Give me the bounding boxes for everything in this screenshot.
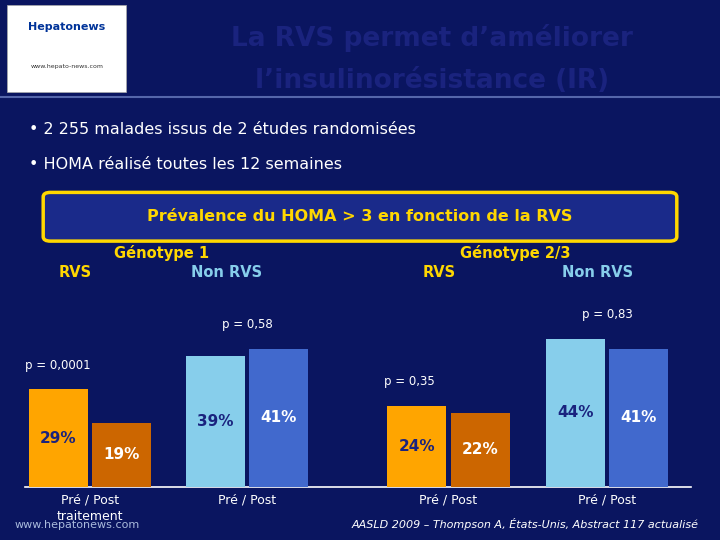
Text: 39%: 39% xyxy=(197,414,233,429)
Text: RVS: RVS xyxy=(59,265,92,280)
Text: 22%: 22% xyxy=(462,442,499,457)
Text: p = 0,58: p = 0,58 xyxy=(222,318,272,331)
Text: La RVS permet d’améliorer: La RVS permet d’améliorer xyxy=(231,24,633,52)
Text: Génotype 1: Génotype 1 xyxy=(114,245,210,261)
Text: • HOMA réalisé toutes les 12 semaines: • HOMA réalisé toutes les 12 semaines xyxy=(29,157,342,172)
Text: 41%: 41% xyxy=(261,410,297,426)
Text: Pré / Post: Pré / Post xyxy=(420,494,477,507)
Text: Pré / Post
traitement: Pré / Post traitement xyxy=(57,494,123,523)
Bar xyxy=(7,5,126,92)
Text: AASLD 2009 – Thompson A, États-Unis, Abstract 117 actualisé: AASLD 2009 – Thompson A, États-Unis, Abs… xyxy=(351,518,698,530)
Bar xyxy=(186,356,245,487)
Text: p = 0,0001: p = 0,0001 xyxy=(25,359,91,372)
Text: RVS: RVS xyxy=(423,265,456,280)
Text: 24%: 24% xyxy=(399,439,435,454)
Text: Prévalence du HOMA > 3 en fonction de la RVS: Prévalence du HOMA > 3 en fonction de la… xyxy=(148,209,572,224)
Text: Hepatonews: Hepatonews xyxy=(28,22,106,32)
Text: Non RVS: Non RVS xyxy=(192,265,262,280)
Text: l’insulinorésistance (IR): l’insulinorésistance (IR) xyxy=(255,68,609,94)
FancyBboxPatch shape xyxy=(43,192,677,241)
Text: • 2 255 malades issus de 2 études randomisées: • 2 255 malades issus de 2 études random… xyxy=(29,122,415,137)
Text: Non RVS: Non RVS xyxy=(562,265,633,280)
Text: p = 0,83: p = 0,83 xyxy=(582,308,632,321)
Text: 41%: 41% xyxy=(621,410,657,426)
Bar xyxy=(29,389,88,487)
Text: 44%: 44% xyxy=(557,406,593,420)
Text: p = 0,35: p = 0,35 xyxy=(384,375,434,388)
Bar xyxy=(92,423,151,487)
Text: 29%: 29% xyxy=(40,430,76,445)
Bar xyxy=(546,339,605,487)
Text: Pré / Post: Pré / Post xyxy=(218,494,276,507)
Text: Génotype 2/3: Génotype 2/3 xyxy=(459,245,570,261)
Text: www.hepato-news.com: www.hepato-news.com xyxy=(30,64,104,69)
Text: 19%: 19% xyxy=(104,448,140,462)
Bar xyxy=(387,406,446,487)
Text: Pré / Post: Pré / Post xyxy=(578,494,636,507)
Bar xyxy=(249,349,308,487)
Text: www.hepatonews.com: www.hepatonews.com xyxy=(14,520,140,530)
Bar xyxy=(609,349,668,487)
Bar xyxy=(451,413,510,487)
